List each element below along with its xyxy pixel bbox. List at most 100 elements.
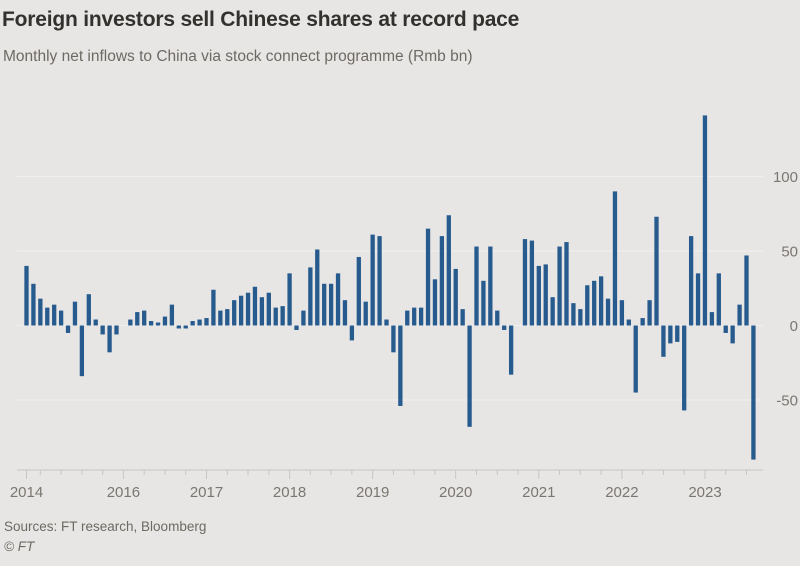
x-axis-label: 2014 <box>10 484 43 501</box>
x-axis-label: 2023 <box>688 484 721 501</box>
bar <box>24 265 29 326</box>
bar <box>370 234 375 326</box>
x-axis-label: 2019 <box>356 484 389 501</box>
bar <box>204 318 209 326</box>
x-axis-label: 2018 <box>273 484 306 501</box>
bar <box>322 283 327 326</box>
bar <box>405 310 410 326</box>
bar <box>425 228 431 326</box>
bar <box>730 325 735 344</box>
bar <box>550 297 555 326</box>
bar <box>315 249 320 326</box>
y-axis-label: 100 <box>773 169 798 186</box>
bar <box>342 300 348 326</box>
bar <box>453 268 458 326</box>
bar <box>688 236 694 326</box>
bar <box>751 325 756 460</box>
bar <box>460 309 465 326</box>
bar <box>38 298 43 326</box>
bar <box>232 300 237 326</box>
bar <box>135 312 140 326</box>
bar <box>495 310 500 326</box>
bar <box>536 265 541 326</box>
bar <box>169 304 175 326</box>
bar <box>377 236 382 326</box>
bar <box>349 325 355 341</box>
bar <box>564 242 569 326</box>
bar <box>633 325 638 393</box>
bar <box>585 285 590 326</box>
chart-title: Foreign investors sell Chinese shares at… <box>2 8 520 31</box>
x-axis-label: 2022 <box>605 484 638 501</box>
bar <box>439 236 445 326</box>
bar <box>190 321 195 326</box>
bar <box>508 325 514 375</box>
bar <box>578 309 583 326</box>
bar <box>661 325 666 357</box>
bar <box>605 298 611 326</box>
bar <box>737 304 742 326</box>
bar <box>488 246 493 326</box>
bar <box>72 301 78 326</box>
bar <box>197 319 202 326</box>
bar <box>716 273 721 326</box>
bar <box>675 325 680 342</box>
bar <box>93 319 98 326</box>
ft-copyright: © FT <box>4 539 35 554</box>
bar <box>702 115 708 326</box>
bar <box>308 267 313 326</box>
bar <box>114 325 119 335</box>
x-axis-label: 2017 <box>190 484 223 501</box>
bar <box>148 321 154 326</box>
x-axis-label: 2021 <box>522 484 555 501</box>
bar <box>273 307 278 326</box>
bar <box>142 310 147 326</box>
bar <box>107 325 112 353</box>
bar <box>45 307 50 326</box>
bar <box>543 264 548 326</box>
bar <box>647 300 652 326</box>
bar <box>384 319 389 326</box>
bar <box>467 325 472 427</box>
bar <box>301 310 306 326</box>
bar <box>266 292 271 326</box>
bar <box>259 297 265 326</box>
bar <box>356 256 361 326</box>
bar <box>502 325 507 330</box>
bar <box>294 325 299 330</box>
bar <box>155 322 161 326</box>
y-axis-label: 50 <box>781 244 798 261</box>
bar <box>654 216 659 326</box>
bar <box>335 273 341 326</box>
bar <box>412 307 417 326</box>
bar <box>418 307 424 326</box>
x-axis-label: 2016 <box>107 484 140 501</box>
bar <box>432 279 438 326</box>
bar <box>446 215 451 326</box>
bar <box>398 325 403 406</box>
bar <box>640 318 645 326</box>
bar <box>238 295 244 326</box>
bar <box>211 289 216 326</box>
bar <box>245 292 251 326</box>
bar <box>328 283 334 326</box>
bar <box>183 325 188 329</box>
bar <box>598 276 604 326</box>
bar <box>529 240 535 326</box>
bar <box>626 319 631 326</box>
sources-line: Sources: FT research, Bloomberg <box>4 519 207 534</box>
bar <box>86 294 91 326</box>
bar <box>79 325 85 377</box>
bar <box>225 309 230 326</box>
bar <box>31 283 36 326</box>
bar <box>557 246 562 326</box>
bar <box>218 310 223 326</box>
bar <box>176 325 181 329</box>
bar <box>668 325 673 344</box>
bar <box>474 246 479 326</box>
chart-subtitle: Monthly net inflows to China via stock c… <box>3 48 473 65</box>
bar <box>619 300 625 326</box>
bar <box>65 325 71 333</box>
